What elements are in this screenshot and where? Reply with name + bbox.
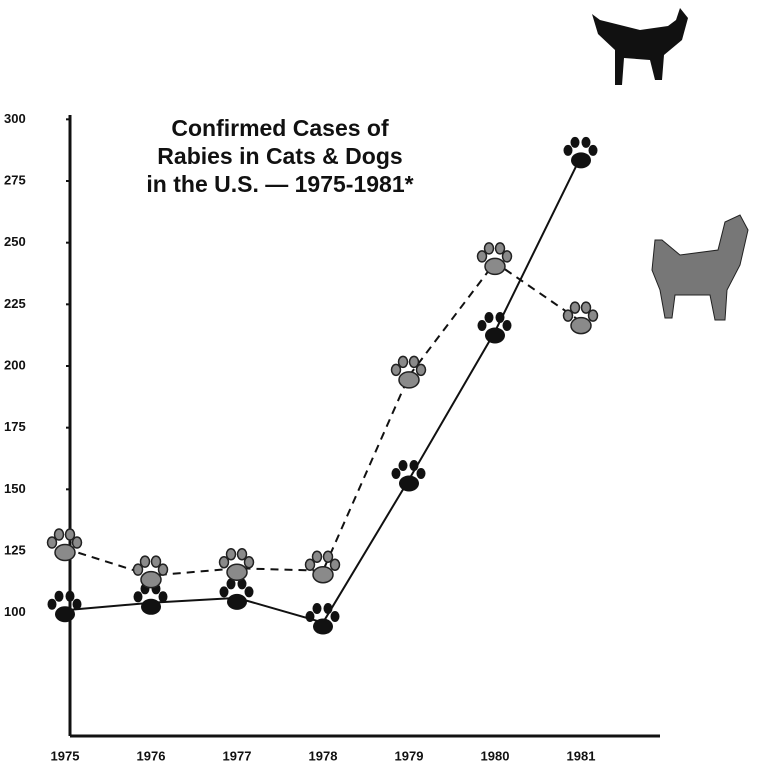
paw-toe	[589, 145, 598, 156]
cat-silhouette	[592, 8, 688, 85]
paw-pad	[55, 606, 75, 622]
title-line: Rabies in Cats & Dogs	[157, 143, 402, 169]
paw-toe	[313, 603, 322, 614]
paw-toe	[141, 556, 150, 567]
paw-pad	[141, 572, 161, 588]
x-tick-label: 1976	[137, 748, 166, 763]
paw-toe	[313, 551, 322, 562]
paw-toe	[245, 557, 254, 568]
paw-toe	[392, 468, 401, 479]
paw-toe	[399, 460, 408, 471]
series-line	[65, 156, 581, 622]
x-tick-label: 1981	[567, 748, 596, 763]
paw-toe	[48, 599, 57, 610]
paw-toe	[417, 364, 426, 375]
paw-toe	[331, 611, 340, 622]
paw-toe	[55, 529, 64, 540]
paw-toe	[503, 320, 512, 331]
y-tick-label: 275	[4, 172, 26, 187]
paw-pad	[571, 152, 591, 168]
paw-toe	[306, 611, 315, 622]
paw-toe	[496, 312, 505, 323]
paw-pad	[399, 475, 419, 491]
paw-pad	[141, 599, 161, 615]
paw-toe	[410, 460, 419, 471]
paw-marker	[220, 549, 254, 581]
paw-pad	[227, 594, 247, 610]
paw-toe	[571, 302, 580, 313]
paw-toe	[159, 591, 168, 602]
paw-toe	[324, 603, 333, 614]
paw-pad	[571, 318, 591, 334]
paw-marker	[48, 591, 82, 623]
paw-pad	[399, 372, 419, 388]
paw-marker	[564, 137, 598, 169]
paw-toe	[582, 137, 591, 148]
paw-pad	[313, 619, 333, 635]
paw-toe	[331, 559, 340, 570]
paw-toe	[399, 356, 408, 367]
chart-title: Confirmed Cases of Rabies in Cats & Dogs…	[146, 115, 413, 197]
paw-toe	[134, 591, 143, 602]
paw-toe	[73, 537, 82, 548]
paw-toe	[564, 145, 573, 156]
paw-toe	[73, 599, 82, 610]
paw-toe	[245, 586, 254, 597]
paw-marker	[220, 578, 254, 610]
paw-pad	[227, 564, 247, 580]
paw-marker	[392, 460, 426, 492]
paw-toe	[55, 591, 64, 602]
y-tick-label: 300	[4, 111, 26, 126]
paw-toe	[485, 312, 494, 323]
chart: Confirmed Cases of Rabies in Cats & Dogs…	[0, 0, 760, 768]
paw-toe	[66, 591, 75, 602]
paw-marker	[134, 556, 168, 588]
paw-marker	[478, 312, 512, 344]
y-tick-label: 125	[4, 542, 26, 557]
paw-toe	[571, 137, 580, 148]
paw-pad	[313, 567, 333, 583]
y-tick-label: 100	[4, 604, 26, 619]
paw-pad	[55, 545, 75, 561]
x-tick-label: 1975	[51, 748, 80, 763]
paw-toe	[417, 468, 426, 479]
paw-marker	[48, 529, 82, 561]
paw-toe	[589, 310, 598, 321]
y-tick-label: 225	[4, 296, 26, 311]
x-tick-label: 1980	[481, 748, 510, 763]
paw-toe	[478, 320, 487, 331]
title-line: Confirmed Cases of	[171, 115, 389, 141]
paw-pad	[485, 327, 505, 343]
paw-toe	[485, 243, 494, 254]
paw-toe	[503, 251, 512, 262]
paw-toe	[220, 586, 229, 597]
y-tick-label: 175	[4, 419, 26, 434]
x-tick-label: 1979	[395, 748, 424, 763]
paw-toe	[159, 564, 168, 575]
y-tick-label: 250	[4, 234, 26, 249]
paw-marker	[306, 603, 340, 635]
paw-marker	[564, 302, 598, 334]
title-line: in the U.S. — 1975-1981*	[146, 171, 413, 197]
y-tick-label: 150	[4, 481, 26, 496]
paw-toe	[227, 549, 236, 560]
paw-pad	[485, 258, 505, 274]
paw-marker	[306, 551, 340, 583]
series-line	[65, 262, 581, 575]
x-tick-label: 1977	[223, 748, 252, 763]
dog-silhouette	[652, 215, 748, 320]
y-tick-label: 200	[4, 357, 26, 372]
x-tick-label: 1978	[309, 748, 338, 763]
